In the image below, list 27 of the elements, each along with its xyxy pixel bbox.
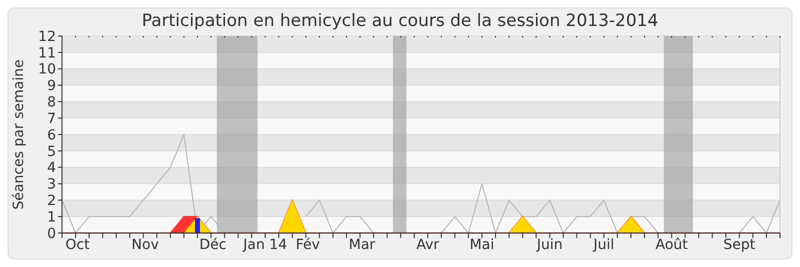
y-tick-label: 8 (47, 94, 56, 111)
x-tick-label: Oct (65, 237, 90, 253)
x-tick-label: Jan 14 (242, 237, 288, 253)
y-tick-label: 2 (47, 193, 56, 210)
chart-title: Participation en hemicycle au cours de la session 2013-2014 (142, 11, 658, 31)
x-tick-label: Sept (723, 237, 756, 253)
x-tick-label: Mar (348, 237, 376, 253)
y-tick-label: 4 (47, 160, 56, 176)
x-tick-label: Avr (416, 237, 440, 253)
y-tick-label: 7 (47, 110, 56, 127)
y-tick-label: 9 (47, 78, 56, 94)
x-tick-label: Juin (536, 237, 563, 253)
x-tick-label: Déc (199, 237, 226, 253)
x-tick-label: Mai (470, 237, 494, 253)
y-tick-label: 0 (47, 226, 56, 242)
y-axis-title: Séances par semaine (11, 59, 27, 210)
y-tick-label: 10 (38, 62, 56, 78)
y-tick-label: 5 (47, 144, 56, 160)
y-tick-label: 11 (38, 45, 56, 62)
x-tick-label: Fév (296, 237, 320, 253)
y-tick-label: 3 (47, 176, 56, 193)
y-tick-label: 6 (47, 127, 56, 144)
x-tick-label: Août (655, 237, 688, 253)
x-tick-label: Juil (592, 237, 614, 253)
y-tick-label: 1 (47, 209, 56, 226)
x-tick-label: Nov (132, 237, 159, 253)
y-tick-label: 12 (38, 28, 56, 45)
